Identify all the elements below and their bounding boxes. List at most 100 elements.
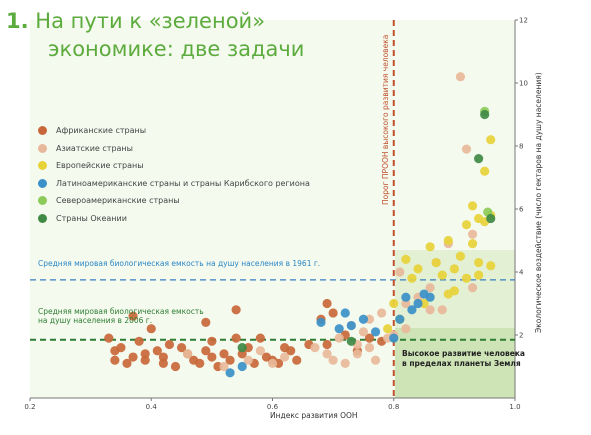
title-line2: экономике: две задачи	[48, 37, 305, 61]
target-label-a: Высокое развитие человека	[402, 349, 525, 358]
data-point	[480, 109, 490, 120]
data-point	[237, 343, 247, 353]
data-point	[140, 355, 150, 365]
data-point	[425, 305, 435, 315]
x-tick-label: 0.6	[267, 403, 279, 411]
data-point	[122, 358, 132, 368]
data-point	[370, 327, 381, 337]
x-tick-label: 0.8	[388, 403, 399, 411]
legend-item: Азиатские страны	[38, 140, 310, 158]
legend-swatch	[38, 178, 47, 188]
data-point	[449, 264, 459, 274]
legend-label: Латиноамериканские страны и страны Кариб…	[56, 178, 310, 188]
data-point	[401, 298, 411, 309]
biocapacity-1961-label: Средняя мировая биологическая емкость на…	[38, 259, 321, 268]
data-point	[377, 308, 387, 318]
data-point	[340, 308, 350, 318]
data-point	[358, 314, 369, 324]
data-point	[322, 349, 332, 359]
legend-label: Африканские страны	[56, 126, 147, 136]
data-point	[207, 336, 217, 346]
data-point	[443, 235, 453, 246]
data-point	[104, 333, 114, 343]
y-tick-label: 12	[519, 17, 528, 25]
data-point	[170, 361, 181, 372]
data-point	[207, 352, 217, 362]
x-axis-ticks: 0.2 0.4 0.6 0.8 1.0	[24, 398, 521, 411]
x-tick-label: 1.0	[509, 403, 520, 411]
data-point	[158, 352, 168, 362]
data-point	[225, 355, 235, 365]
data-point	[407, 305, 417, 315]
data-point	[370, 355, 381, 365]
legend-label: Североамериканские страны	[56, 196, 180, 206]
data-point	[364, 333, 375, 343]
x-tick-label: 0.4	[146, 403, 158, 411]
data-point	[467, 201, 478, 211]
data-point	[316, 317, 326, 327]
data-point	[401, 292, 411, 302]
data-point	[383, 324, 393, 334]
y-tick-label: 4	[519, 269, 524, 277]
data-point	[164, 339, 175, 350]
data-point	[267, 358, 278, 368]
data-point	[280, 352, 290, 362]
data-point	[140, 349, 150, 359]
y-tick-label: 6	[519, 206, 524, 214]
data-point	[334, 333, 344, 343]
data-point	[461, 220, 472, 230]
data-point	[413, 298, 423, 309]
data-point	[461, 273, 472, 283]
data-point	[401, 254, 411, 264]
legend: Африканские страны Азиатские страны Европе…	[38, 122, 310, 227]
data-point	[219, 349, 229, 359]
data-point	[480, 166, 490, 176]
legend-item: Страны Океании	[38, 210, 310, 228]
legend-item: Североамериканские страны	[38, 192, 310, 210]
title-number: 1.	[6, 9, 29, 33]
legend-swatch	[38, 161, 47, 171]
data-point	[255, 333, 265, 343]
data-point	[425, 283, 435, 293]
data-point	[231, 333, 241, 343]
data-point	[146, 324, 156, 334]
legend-label: Страны Океании	[56, 213, 127, 223]
data-point	[395, 314, 405, 324]
data-point	[158, 358, 168, 368]
data-point	[389, 333, 399, 343]
data-point	[328, 308, 338, 318]
data-point	[486, 261, 496, 271]
data-point	[431, 257, 441, 268]
data-point	[243, 355, 253, 365]
data-points	[104, 72, 496, 378]
data-point	[395, 267, 405, 277]
data-point	[437, 270, 447, 280]
data-point	[474, 257, 484, 268]
data-point	[340, 358, 350, 368]
biocapacity-2006-label-b: на душу населения в 2006 г.	[38, 316, 153, 325]
data-point	[486, 213, 496, 224]
legend-swatch	[38, 126, 47, 136]
data-point	[413, 264, 423, 274]
data-point	[128, 311, 138, 321]
data-point	[231, 305, 241, 315]
data-point	[255, 346, 265, 356]
data-point	[401, 324, 411, 334]
data-point	[152, 346, 162, 356]
biocapacity-2006-label-a: Средняя мировая биологическая емкость	[38, 307, 204, 316]
y-axis-label: Экологическое воздействие (число гектаро…	[534, 72, 543, 333]
legend-swatch	[38, 213, 47, 223]
data-point	[334, 324, 344, 334]
data-point	[183, 349, 193, 359]
legend-label: Европейские страны	[56, 161, 144, 171]
data-point	[201, 317, 211, 327]
data-point	[467, 229, 478, 239]
data-point	[346, 320, 356, 331]
hdi-threshold-label: Порог ПРООН высокого развития человека	[381, 34, 390, 205]
data-point	[455, 251, 466, 261]
data-point	[474, 270, 484, 280]
data-point	[407, 273, 417, 283]
x-axis-label: Индекс развития ООН	[270, 411, 358, 420]
